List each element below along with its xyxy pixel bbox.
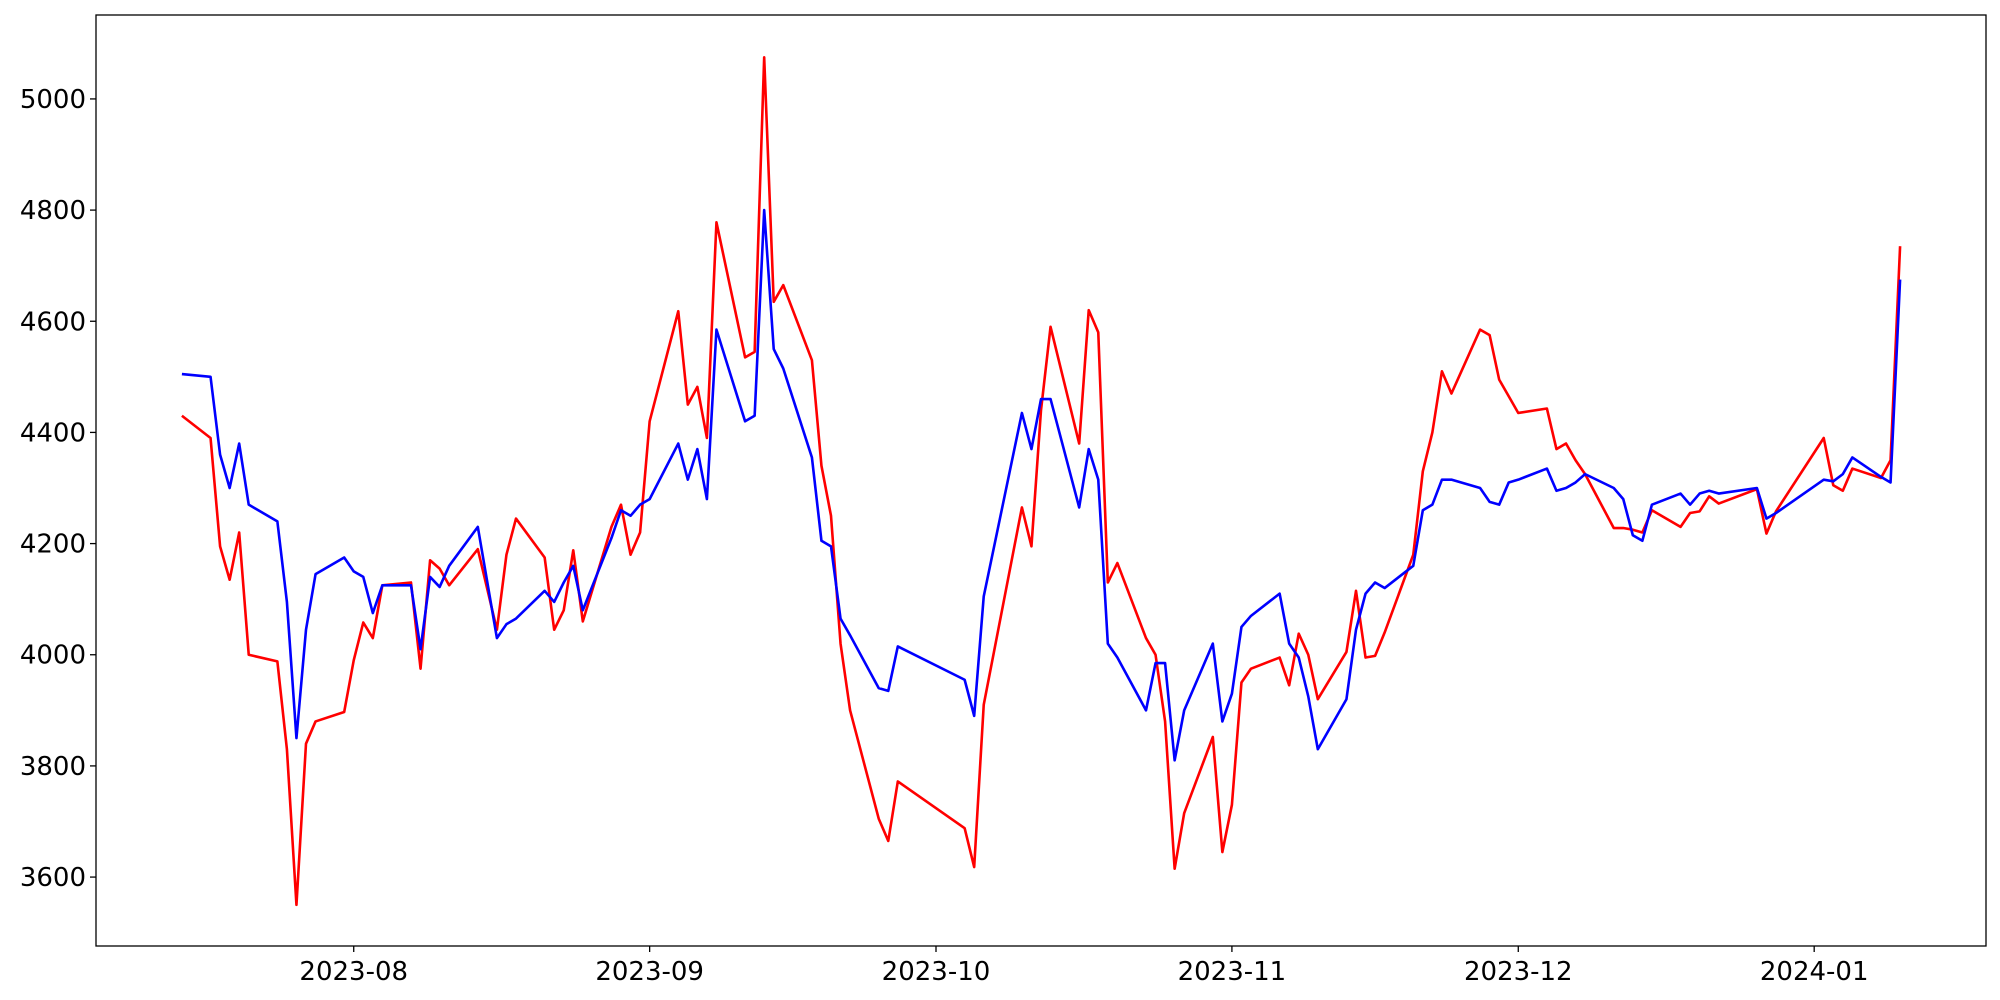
y-tick-label: 4800: [20, 196, 86, 226]
x-tick-label: 2023-09: [595, 957, 704, 987]
x-tick-label: 2023-12: [1464, 957, 1573, 987]
y-tick-label: 5000: [20, 85, 86, 115]
x-tick-label: 2023-11: [1178, 957, 1287, 987]
y-tick-label: 3600: [20, 863, 86, 893]
x-tick-label: 2023-10: [882, 957, 991, 987]
x-tick-label: 2023-08: [299, 957, 408, 987]
series-line: [181, 55, 1902, 907]
y-tick-label: 3800: [20, 752, 86, 782]
y-tick-label: 4400: [20, 418, 86, 448]
y-tick-label: 4600: [20, 307, 86, 337]
series-line: [181, 208, 1902, 762]
y-tick-label: 4200: [20, 530, 86, 560]
plot-frame: [95, 14, 1987, 947]
x-tick-label: 2024-01: [1760, 957, 1869, 987]
y-tick-label: 4000: [20, 641, 86, 671]
